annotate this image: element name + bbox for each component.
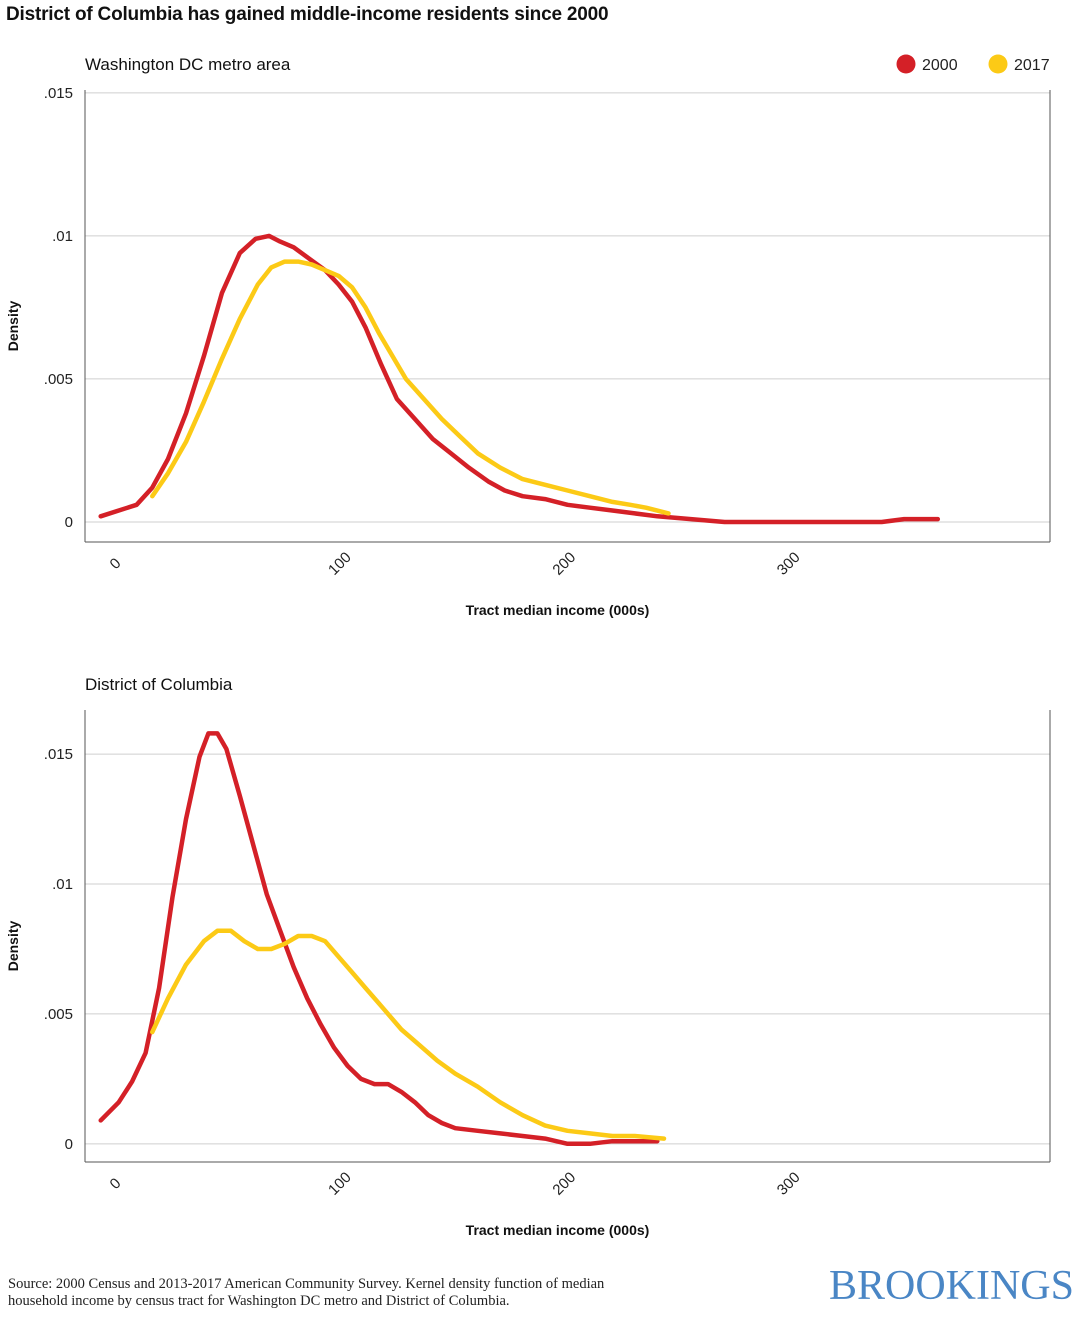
y-tick-label: 0	[65, 1136, 73, 1153]
y-tick-label: 0	[65, 514, 73, 531]
x-tick-label: 200	[549, 1169, 579, 1199]
series-line-2017	[150, 259, 671, 516]
y-axis-label: Density	[5, 301, 21, 352]
legend-label-2017: 2017	[1014, 57, 1050, 74]
y-tick-label: .01	[52, 876, 73, 893]
legend-swatch-2000	[896, 54, 916, 74]
chart-metro-area: Washington DC metro area 0 .005 .01 .015 0 100…	[5, 54, 1051, 618]
x-tick-label: 100	[325, 549, 355, 579]
chart-district-of-columbia: District of Columbia 0 .005 .01 .015 0 100 200 3…	[5, 675, 1051, 1238]
chart-title: District of Columbia has gained middle-i…	[6, 4, 609, 25]
legend-swatch-2017	[988, 54, 1008, 74]
x-tick-label: 200	[549, 549, 579, 579]
x-tick-label: 100	[325, 1169, 355, 1199]
brookings-logo: BROOKINGS	[828, 1263, 1074, 1309]
legend-label-2000: 2000	[922, 57, 958, 74]
legend: 2000 2017	[896, 54, 1050, 74]
y-tick-label: .005	[44, 1006, 73, 1023]
x-tick-label: 0	[107, 555, 125, 573]
series-line-2017	[150, 928, 667, 1141]
panel-title: District of Columbia	[85, 675, 233, 694]
panel-title: Washington DC metro area	[85, 55, 291, 74]
y-tick-label: .01	[52, 228, 73, 245]
x-axis-label: Tract median income (000s)	[466, 1222, 650, 1238]
y-axis-label: Density	[5, 921, 21, 972]
x-tick-label: 300	[774, 1169, 804, 1199]
series-line-2000	[98, 731, 660, 1147]
y-tick-label: .015	[44, 85, 73, 102]
x-tick-label: 300	[774, 549, 804, 579]
y-tick-label: .015	[44, 746, 73, 763]
x-tick-label: 0	[107, 1175, 125, 1193]
x-axis-label: Tract median income (000s)	[466, 602, 650, 618]
source-note: Source: 2000 Census and 2013-2017 Americ…	[8, 1276, 605, 1309]
y-tick-label: .005	[44, 371, 73, 388]
series-line-2000	[98, 233, 941, 525]
